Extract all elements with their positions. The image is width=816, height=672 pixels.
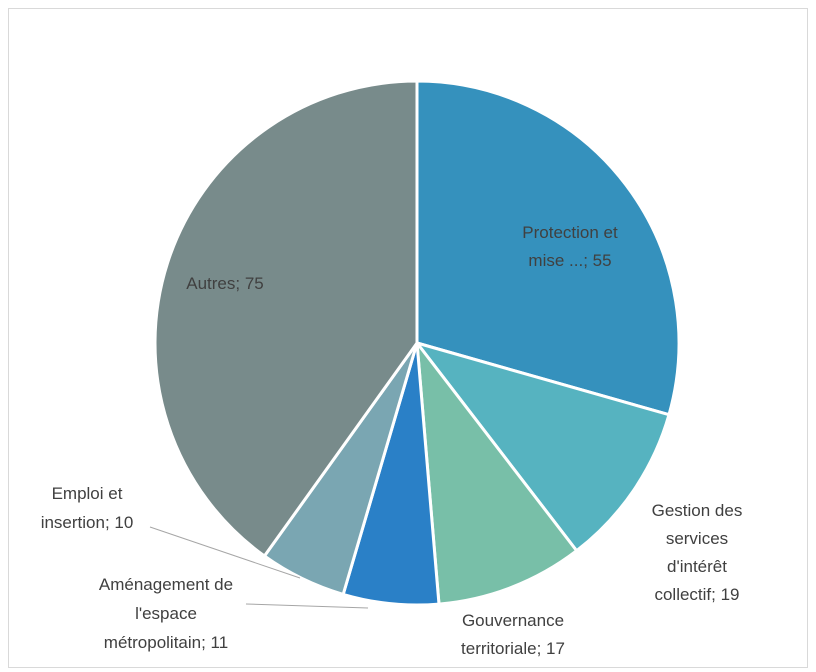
data-label-emploi-et-insertion: Emploi et insertion; 10 <box>41 484 134 532</box>
leader-line-emploi-et-insertion <box>149 526 301 579</box>
data-label-gestion-des-services-d-interet-collectif: Gestion des services d'intérêt collectif; 1… <box>652 501 743 604</box>
pie-slice-autres <box>153 79 419 558</box>
data-label-protection-et-mise: Protection et mise ...; 55 <box>522 223 618 270</box>
pie-slice-protection-et-mise <box>415 79 681 417</box>
data-label-autres: Autres; 75 <box>186 274 264 293</box>
pie-slice-gouvernance-territoriale <box>415 341 579 606</box>
leader-line-amenagement-de-l-espace-metropolitain <box>245 603 369 609</box>
data-label-gouvernance-territoriale: Gouvernance territoriale; 17 <box>461 611 565 658</box>
pie-slice-gestion-des-services-d-interet-collectif <box>415 341 671 553</box>
data-label-amenagement-de-l-espace-metropolitain: Aménagement de l'espace métropolitain; 11 <box>99 575 233 652</box>
